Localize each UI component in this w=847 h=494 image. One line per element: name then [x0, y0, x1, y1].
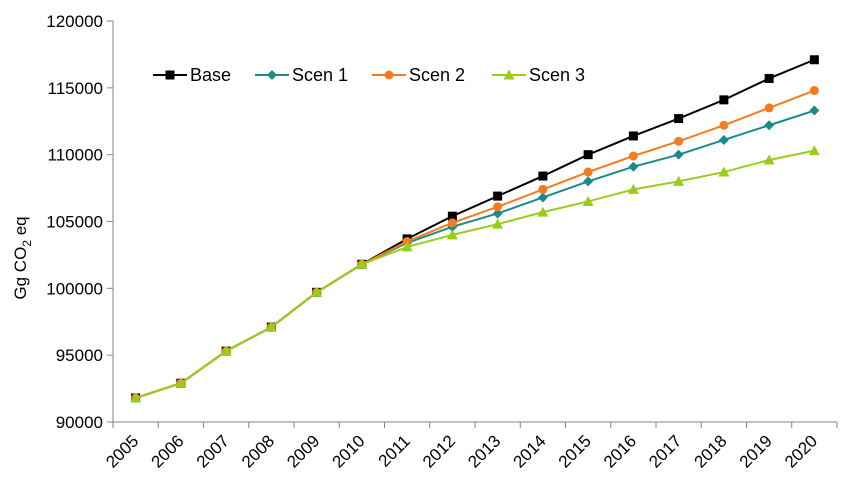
data-point: [447, 211, 457, 221]
legend-marker: [503, 69, 515, 80]
data-point: [311, 286, 323, 297]
legend-item: Scen 1: [255, 65, 348, 85]
x-tick-label: 2013: [464, 431, 504, 471]
data-point: [674, 136, 684, 146]
data-point: [628, 161, 639, 172]
y-tick-label: 110000: [48, 146, 103, 165]
data-point: [492, 208, 503, 219]
y-tick-label: 120000: [46, 12, 103, 31]
series-line: [135, 109, 815, 399]
y-tick-label: 90000: [56, 413, 103, 432]
data-point: [673, 149, 684, 160]
legend-marker: [384, 70, 394, 80]
data-point: [583, 167, 593, 177]
data-point: [764, 120, 775, 131]
x-tick-label: 2008: [238, 431, 278, 471]
legend-marker: [165, 70, 175, 80]
data-point: [674, 114, 684, 124]
data-point: [809, 105, 820, 116]
series-scen-1: [130, 105, 820, 403]
series-scen-3: [130, 145, 820, 403]
data-point: [673, 175, 685, 186]
x-tick-label: 2007: [193, 431, 233, 471]
series-line: [135, 149, 815, 399]
legend-marker: [267, 70, 277, 80]
data-point: [130, 392, 142, 403]
x-tick-label: 2015: [555, 431, 595, 471]
data-point: [627, 183, 639, 194]
data-point: [809, 55, 819, 65]
x-tick-label: 2014: [510, 431, 550, 471]
legend-item: Scen 3: [492, 65, 585, 85]
x-tick-label: 2019: [736, 431, 776, 471]
legend-item: Base: [153, 65, 231, 85]
data-point: [356, 258, 368, 269]
data-point: [628, 131, 638, 141]
x-tick-label: 2011: [375, 431, 414, 470]
series-line: [135, 89, 815, 399]
legend: Base Scen 1 Scen 2 Scen 3: [153, 65, 585, 85]
data-point: [493, 191, 503, 201]
x-tick-label: 2018: [691, 431, 731, 471]
data-point: [583, 176, 594, 187]
data-point: [446, 229, 458, 240]
data-point: [583, 150, 593, 160]
series-scen-2: [131, 86, 819, 403]
x-tick-label: 2017: [645, 431, 685, 471]
data-point: [265, 321, 277, 332]
data-point: [764, 103, 774, 113]
data-point: [808, 145, 820, 156]
y-axis-title-main: Gg CO: [11, 247, 30, 300]
y-axis-title-subscript: 2: [20, 240, 34, 247]
legend-label: Scen 2: [409, 65, 465, 85]
data-point: [718, 134, 729, 145]
data-point: [628, 151, 638, 161]
data-point: [764, 73, 774, 83]
y-tick-label: 105000: [46, 213, 103, 232]
x-tick-label: 2006: [148, 431, 188, 471]
data-point: [537, 192, 548, 203]
y-axis-title: Gg CO2 eq: [11, 216, 34, 299]
data-point: [809, 86, 819, 96]
data-point: [582, 195, 594, 206]
data-point: [763, 154, 775, 165]
data-point: [493, 202, 503, 212]
legend-label: Base: [190, 65, 231, 85]
data-point: [538, 184, 548, 194]
x-tick-label: 2005: [102, 431, 142, 471]
data-point: [538, 171, 548, 181]
x-tick-label: 2020: [781, 431, 821, 471]
x-tick-label: 2016: [600, 431, 640, 471]
data-point: [719, 120, 729, 130]
data-point: [492, 218, 504, 229]
data-point: [220, 345, 232, 356]
data-point: [718, 166, 730, 177]
y-tick-label: 115000: [48, 79, 103, 98]
x-tick-label: 2010: [329, 431, 369, 471]
y-tick-label: 100000: [46, 279, 103, 298]
legend-item: Scen 2: [372, 65, 465, 85]
x-tick-label: 2009: [283, 431, 323, 471]
data-point: [175, 377, 187, 388]
x-tick-label: 2012: [419, 431, 459, 471]
data-point: [401, 241, 413, 252]
y-tick-label: 95000: [56, 346, 103, 365]
legend-label: Scen 3: [529, 65, 585, 85]
legend-label: Scen 1: [292, 65, 348, 85]
y-axis-title-suffix: eq: [11, 216, 30, 240]
data-point: [719, 95, 729, 105]
data-point: [447, 218, 457, 228]
data-point: [537, 206, 549, 217]
